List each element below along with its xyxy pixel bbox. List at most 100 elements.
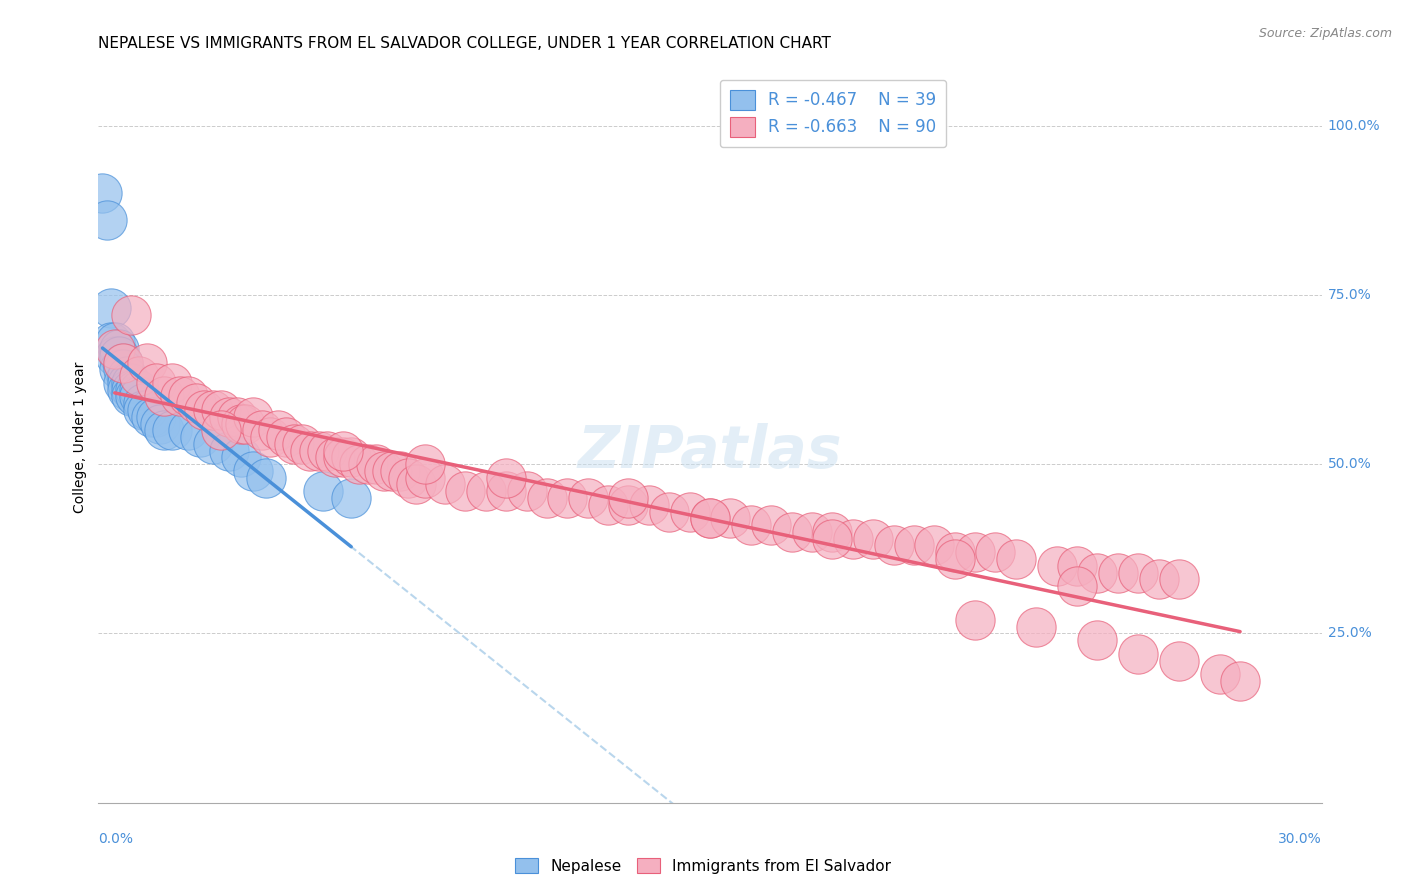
- Point: [145, 376, 167, 390]
- Point: [516, 484, 538, 499]
- Point: [1128, 647, 1150, 661]
- Y-axis label: College, Under 1 year: College, Under 1 year: [73, 361, 87, 513]
- Point: [177, 423, 200, 437]
- Point: [108, 362, 131, 376]
- Point: [233, 417, 256, 431]
- Point: [1147, 572, 1170, 586]
- Point: [209, 423, 232, 437]
- Point: [115, 369, 138, 384]
- Text: 25.0%: 25.0%: [1327, 626, 1371, 640]
- Legend: Nepalese, Immigrants from El Salvador: Nepalese, Immigrants from El Salvador: [509, 852, 897, 880]
- Point: [104, 349, 127, 363]
- Point: [115, 376, 138, 390]
- Point: [349, 457, 371, 471]
- Point: [922, 538, 945, 552]
- Point: [617, 498, 640, 512]
- Point: [1167, 572, 1189, 586]
- Point: [128, 383, 150, 397]
- Point: [454, 484, 477, 499]
- Point: [761, 518, 783, 533]
- Point: [201, 403, 224, 417]
- Point: [1209, 667, 1232, 681]
- Point: [413, 457, 436, 471]
- Point: [128, 369, 150, 384]
- Point: [100, 301, 122, 316]
- Point: [136, 403, 159, 417]
- Point: [283, 437, 305, 451]
- Text: 50.0%: 50.0%: [1327, 458, 1371, 471]
- Point: [177, 389, 200, 403]
- Point: [637, 498, 661, 512]
- Point: [943, 552, 966, 566]
- Point: [259, 430, 281, 444]
- Point: [434, 477, 457, 491]
- Point: [226, 409, 249, 424]
- Point: [120, 389, 142, 403]
- Point: [111, 376, 134, 390]
- Point: [332, 443, 354, 458]
- Point: [91, 186, 114, 201]
- Point: [405, 477, 427, 491]
- Point: [965, 613, 987, 627]
- Point: [373, 464, 395, 478]
- Point: [108, 349, 131, 363]
- Point: [201, 437, 224, 451]
- Text: Source: ZipAtlas.com: Source: ZipAtlas.com: [1258, 27, 1392, 40]
- Point: [576, 491, 599, 505]
- Point: [821, 524, 844, 539]
- Point: [274, 430, 297, 444]
- Point: [124, 389, 146, 403]
- Point: [132, 403, 155, 417]
- Point: [120, 383, 142, 397]
- Point: [104, 335, 127, 350]
- Point: [340, 491, 363, 505]
- Point: [364, 457, 387, 471]
- Point: [96, 213, 118, 227]
- Point: [267, 423, 290, 437]
- Point: [188, 430, 212, 444]
- Point: [1085, 566, 1108, 580]
- Text: 30.0%: 30.0%: [1278, 832, 1322, 846]
- Point: [1107, 566, 1129, 580]
- Point: [617, 491, 640, 505]
- Point: [209, 403, 232, 417]
- Point: [299, 443, 322, 458]
- Point: [943, 545, 966, 559]
- Point: [218, 409, 240, 424]
- Point: [186, 396, 208, 410]
- Point: [242, 409, 264, 424]
- Point: [1066, 579, 1088, 593]
- Point: [108, 342, 131, 356]
- Point: [413, 471, 436, 485]
- Point: [495, 471, 517, 485]
- Text: 100.0%: 100.0%: [1327, 119, 1381, 133]
- Text: ZIPatlas: ZIPatlas: [578, 423, 842, 480]
- Point: [1167, 654, 1189, 668]
- Point: [718, 511, 742, 525]
- Text: 75.0%: 75.0%: [1327, 288, 1371, 301]
- Point: [115, 383, 138, 397]
- Text: NEPALESE VS IMMIGRANTS FROM EL SALVADOR COLLEGE, UNDER 1 YEAR CORRELATION CHART: NEPALESE VS IMMIGRANTS FROM EL SALVADOR …: [98, 36, 831, 51]
- Point: [152, 423, 174, 437]
- Point: [862, 532, 884, 546]
- Point: [801, 524, 824, 539]
- Point: [160, 423, 183, 437]
- Point: [315, 443, 337, 458]
- Point: [396, 471, 419, 485]
- Point: [145, 409, 167, 424]
- Point: [250, 423, 273, 437]
- Point: [536, 491, 558, 505]
- Point: [218, 443, 240, 458]
- Point: [169, 389, 191, 403]
- Point: [136, 355, 159, 369]
- Point: [740, 518, 762, 533]
- Point: [340, 450, 363, 465]
- Text: 0.0%: 0.0%: [98, 832, 134, 846]
- Point: [104, 342, 127, 356]
- Point: [231, 417, 253, 431]
- Point: [332, 450, 354, 465]
- Point: [555, 491, 579, 505]
- Legend: R = -0.467    N = 39, R = -0.663    N = 90: R = -0.467 N = 39, R = -0.663 N = 90: [720, 79, 946, 147]
- Point: [141, 409, 163, 424]
- Point: [780, 524, 803, 539]
